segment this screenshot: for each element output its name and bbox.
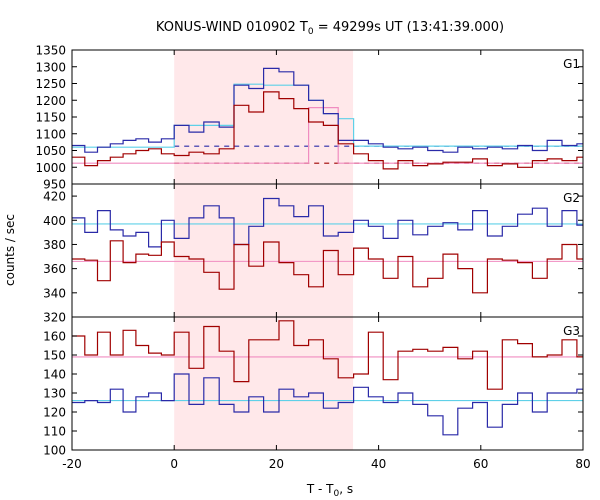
g1-series-red (72, 91, 583, 170)
g2-y-tick-label: 360 (43, 262, 66, 276)
x-tick-label: -20 (62, 457, 82, 471)
g2-y-tick-label: 320 (43, 311, 66, 325)
g3-y-tick-label: 150 (43, 349, 66, 363)
g1-y-tick-label: 1350 (35, 44, 66, 58)
g1-panel-label: G1 (563, 57, 580, 71)
g3-y-tick-label: 140 (43, 368, 66, 382)
g2-y-tick-label: 400 (43, 214, 66, 228)
chart-title-main: KONUS-WIND 010902 T (156, 20, 308, 35)
chart-title: KONUS-WIND 010902 T0 = 49299s UT (13:41:… (156, 20, 504, 37)
g2-panel-label: G2 (563, 191, 580, 205)
x-tick-label: 0 (170, 457, 178, 471)
g1-y-tick-label: 950 (43, 178, 66, 192)
g2-series-blue (72, 197, 583, 248)
g3-panel-label: G3 (563, 324, 580, 338)
chart-title-subscript: 0 (308, 27, 314, 37)
x-tick-label: 60 (473, 457, 488, 471)
g1-y-tick-label: 1100 (35, 127, 66, 141)
x-tick-label: 20 (269, 457, 284, 471)
g2-y-tick-label: 340 (43, 286, 66, 300)
x-tick-label: 80 (575, 457, 590, 471)
g1-y-tick-label: 1150 (35, 111, 66, 125)
g3-y-tick-label: 110 (43, 425, 66, 439)
x-axis-label: T - T0, s (306, 482, 353, 499)
g3-y-tick-label: 120 (43, 406, 66, 420)
g3-series-blue (72, 373, 583, 436)
x-axis-label-subscript: 0 (334, 489, 340, 499)
g3-series-red (72, 320, 583, 390)
g2-series-red (72, 240, 583, 294)
x-tick-label: 40 (371, 457, 386, 471)
g1-y-tick-label: 1250 (35, 77, 66, 91)
g1-y-tick-label: 1050 (35, 144, 66, 158)
y-axis-label: counts / sec (3, 214, 17, 286)
x-axis-label-main: T - T (306, 482, 334, 496)
g3-y-tick-label: 160 (43, 330, 66, 344)
g1-y-tick-label: 1000 (35, 161, 66, 175)
g3-panel-frame (71, 316, 584, 451)
chart-title-rest: = 49299s UT (13:41:39.000) (314, 20, 504, 35)
g2-y-tick-label: 380 (43, 238, 66, 252)
plot-area: 95010001050110011501200125013001350G1320… (35, 44, 590, 472)
g3-y-tick-label: 100 (43, 444, 66, 458)
x-axis-label-rest: , s (339, 482, 353, 496)
g1-y-tick-label: 1200 (35, 94, 66, 108)
g1-y-tick-label: 1300 (35, 60, 66, 74)
g2-y-tick-label: 420 (43, 190, 66, 204)
g1-series-blue (72, 67, 583, 153)
g3-y-tick-label: 130 (43, 387, 66, 401)
g1-fit-curve-2 (72, 107, 583, 164)
